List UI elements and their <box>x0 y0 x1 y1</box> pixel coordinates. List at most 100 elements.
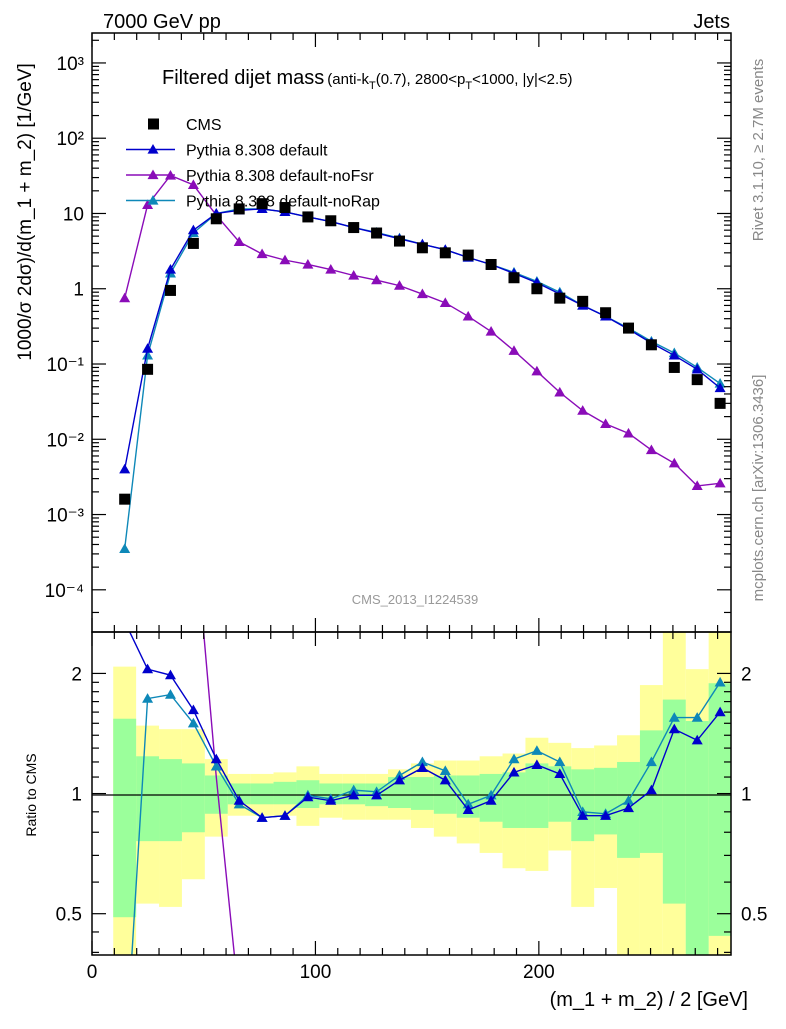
source-label: mcplots.cern.ch [arXiv:1306.3436] <box>750 375 767 602</box>
y-axis-label: 1000/σ 2dσ)/d(m_1 + m_2) [1/GeV] <box>15 63 36 361</box>
title-part: (anti-k <box>327 71 369 88</box>
legend-label-noFsr: Pythia 8.308 default-noFsr <box>186 168 374 185</box>
point-noFsr <box>439 297 451 307</box>
ratio-tick-label-right: 2 <box>741 664 752 685</box>
point-cms <box>645 339 657 351</box>
x-tick-label: 100 <box>300 962 332 983</box>
point-noRap <box>119 543 131 553</box>
ratio-point-default <box>531 759 543 770</box>
y-tick-label: 10⁻² <box>47 430 85 451</box>
process-label: Jets <box>693 11 730 33</box>
ratio-point-noRap <box>348 784 360 795</box>
point-noFsr <box>645 444 657 455</box>
y-tick-label: 1 <box>73 280 84 301</box>
band-inner-bin <box>227 783 251 805</box>
point-cms <box>164 284 176 296</box>
ratio-tick-label-right: 1 <box>741 785 752 806</box>
y-tick-label: 10³ <box>57 54 84 75</box>
ratio-frame <box>91 631 732 956</box>
band-inner-bin <box>685 720 709 955</box>
y-tick-label: 10⁻⁴ <box>45 581 84 602</box>
point-noFsr <box>279 254 291 265</box>
chart-title: Filtered dijet mass (anti-kT(0.7), 2800<p… <box>162 67 572 92</box>
legend-marker-noRap <box>147 195 159 205</box>
legend-label-cms: CMS <box>186 117 222 134</box>
point-cms <box>325 215 337 227</box>
y-tick-label: 10⁻¹ <box>47 355 85 376</box>
ratio-point-noRap <box>531 745 543 755</box>
legend-label-noRap: Pythia 8.308 default-noRap <box>186 194 380 211</box>
ratio-point-noRap <box>668 712 680 722</box>
point-cms <box>462 249 474 261</box>
band-inner-bin <box>273 781 297 805</box>
point-noFsr <box>256 248 268 259</box>
x-axis-label: (m_1 + m_2) / 2 [GeV] <box>550 989 748 1011</box>
title-part: (0.7), 2800<p <box>376 71 466 88</box>
point-cms <box>554 292 566 304</box>
ratio-point-noRap <box>645 756 657 767</box>
point-noFsr <box>531 365 543 376</box>
ratio-point-default <box>393 774 405 785</box>
ratio-point-noRap <box>508 753 520 764</box>
point-noRap <box>142 349 154 360</box>
ratio-point-default <box>348 789 360 800</box>
point-cms <box>485 258 497 270</box>
point-cms <box>439 247 451 259</box>
point-cms <box>623 322 635 334</box>
ratio-y-axis-label: Ratio to CMS <box>23 753 39 836</box>
ratio-line-noFsr <box>202 632 236 955</box>
point-default <box>164 264 176 274</box>
ratio-point-default <box>439 774 451 785</box>
point-cms <box>600 307 612 319</box>
point-noFsr <box>233 236 245 246</box>
ratio-point-noRap <box>210 760 222 771</box>
point-cms <box>279 202 291 214</box>
point-cms <box>210 213 222 225</box>
ratio-point-default <box>371 789 383 800</box>
point-noFsr <box>142 199 154 210</box>
point-cms <box>256 198 268 210</box>
point-noFsr <box>600 418 612 429</box>
point-cms <box>668 361 680 373</box>
y-tick-label: 10⁻³ <box>47 506 85 527</box>
point-cms <box>371 227 383 239</box>
title-main: Filtered dijet mass <box>162 67 324 89</box>
title-sub: T <box>369 80 376 92</box>
series-line-noRap <box>123 208 721 549</box>
legend-marker-default <box>147 144 159 154</box>
ratio-point-noRap <box>691 712 703 722</box>
band-inner-bin <box>662 699 686 904</box>
point-default <box>691 363 703 374</box>
point-cms <box>348 222 360 234</box>
point-noFsr <box>371 274 383 285</box>
ratio-plot-marks <box>128 632 726 955</box>
band-inner-bin <box>571 769 595 842</box>
ratio-point-noRap <box>554 756 566 767</box>
ratio-point-noRap <box>714 676 726 687</box>
band-inner-bin <box>113 718 137 918</box>
band-inner-bin <box>502 772 526 828</box>
x-tick-label: 0 <box>87 962 98 983</box>
y-tick-label: 10 <box>63 204 84 225</box>
point-cms <box>691 374 703 386</box>
band-inner-bin <box>548 766 572 822</box>
point-default <box>668 349 680 360</box>
ratio-point-noRap <box>164 689 176 699</box>
point-default <box>187 224 199 235</box>
ratio-point-default <box>508 766 520 777</box>
point-noFsr <box>325 264 337 274</box>
ratio-point-default <box>554 768 566 779</box>
point-noFsr <box>577 405 589 415</box>
ratio-point-noRap <box>142 693 154 703</box>
point-default <box>119 463 131 474</box>
ratio-uncertainty-bands <box>113 632 731 955</box>
legend-marker-noFsr <box>147 169 159 180</box>
ratio-point-default <box>210 753 222 764</box>
ratio-point-default <box>416 762 428 772</box>
axes: 10³ 10² 10 1 10⁻¹ 10⁻² 10⁻³ 10⁻⁴ 2 2 1 1 0.5 0.5 0 100 2… <box>45 33 767 983</box>
ratio-point-default <box>325 795 337 805</box>
band-inner-bin <box>159 759 182 842</box>
point-noFsr <box>554 386 566 397</box>
point-cms <box>531 283 543 295</box>
